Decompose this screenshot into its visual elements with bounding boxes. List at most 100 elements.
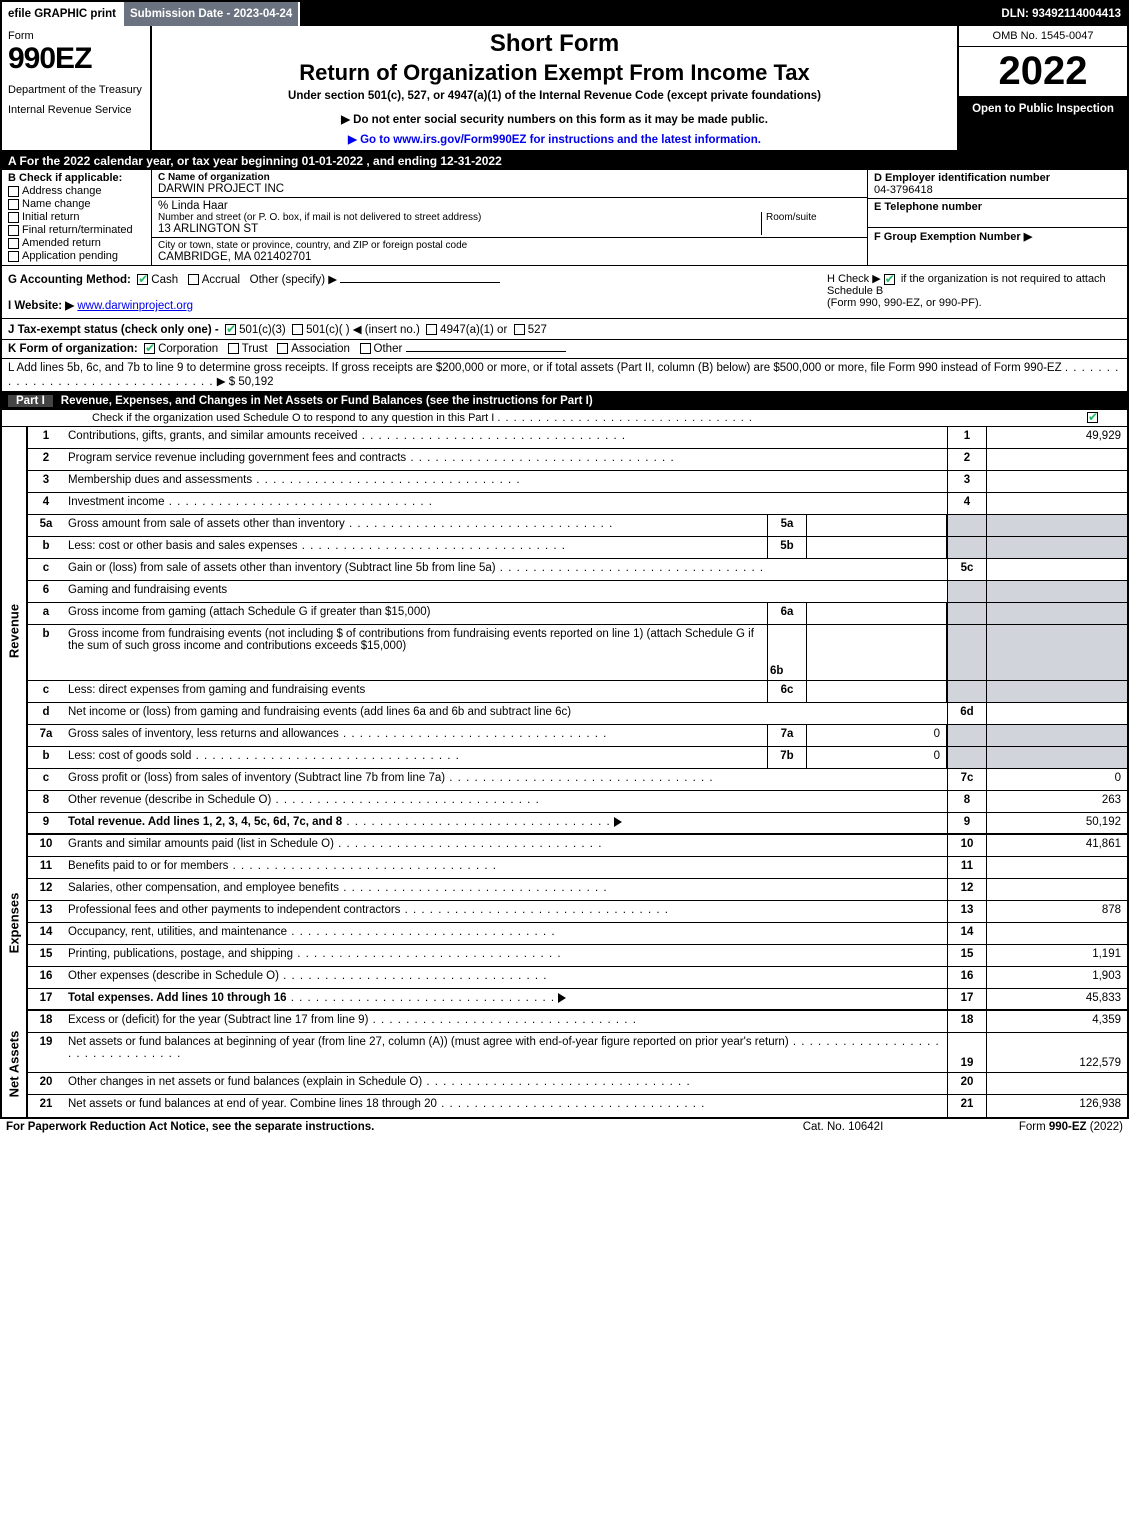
c-street-block: % Linda Haar Number and street (or P. O.… [152,198,867,238]
line-5b: bLess: cost or other basis and sales exp… [28,537,1127,559]
line-5a: 5aGross amount from sale of assets other… [28,515,1127,537]
c-city-block: City or town, state or province, country… [152,238,867,265]
line-20: 20Other changes in net assets or fund ba… [28,1073,1127,1095]
line-6a: aGross income from gaming (attach Schedu… [28,603,1127,625]
cb-amended[interactable]: Amended return [8,237,145,249]
efile-print-label: efile GRAPHIC print [2,2,124,26]
k-trust: Trust [242,343,268,355]
cb-initial-return[interactable]: Initial return [8,211,145,223]
sidelabel-net-assets: Net Assets [2,1011,28,1117]
f-label: F Group Exemption Number ▶ [874,231,1032,243]
top-bar: efile GRAPHIC print Submission Date - 20… [2,2,1127,26]
cb-corp[interactable] [144,343,155,354]
dept-irs: Internal Revenue Service [8,104,144,116]
arrow-icon [614,817,622,827]
expenses-rows: 10Grants and similar amounts paid (list … [28,835,1127,1011]
e-label: E Telephone number [874,201,982,213]
c-name-block: C Name of organization DARWIN PROJECT IN… [152,170,867,198]
d-label: D Employer identification number [874,172,1050,184]
cb-trust[interactable] [228,343,239,354]
part-i-header: Part I Revenue, Expenses, and Changes in… [2,392,1127,410]
header-center: Short Form Return of Organization Exempt… [152,26,957,150]
line-17: 17Total expenses. Add lines 10 through 1… [28,989,1127,1011]
return-title: Return of Organization Exempt From Incom… [160,60,949,86]
footer-right: Form 990-EZ (2022) [943,1121,1123,1133]
cb-527[interactable] [514,324,525,335]
col-d-e-f: D Employer identification number 04-3796… [867,170,1127,265]
cb-accrual[interactable] [188,274,199,285]
footer-center: Cat. No. 10642I [743,1121,943,1133]
under-section: Under section 501(c), 527, or 4947(a)(1)… [160,90,949,102]
l-text: L Add lines 5b, 6c, and 7b to line 9 to … [8,362,1062,374]
cb-4947[interactable] [426,324,437,335]
cb-name-change[interactable]: Name change [8,198,145,210]
part-i-sub: Check if the organization used Schedule … [2,410,1127,427]
line-8: 8Other revenue (describe in Schedule O)8… [28,791,1127,813]
line-12: 12Salaries, other compensation, and empl… [28,879,1127,901]
website-link[interactable]: www.darwinproject.org [77,300,193,312]
ein-value: 04-3796418 [874,184,933,196]
h-text3: (Form 990, 990-EZ, or 990-PF). [827,297,982,309]
dept-treasury: Department of the Treasury [8,84,144,96]
cb-assoc[interactable] [277,343,288,354]
arrow-icon [558,993,566,1003]
tax-year: 2022 [959,47,1127,97]
irs-link[interactable]: ▶ Go to www.irs.gov/Form990EZ for instru… [348,134,761,146]
line-6b: bGross income from fundraising events (n… [28,625,1127,681]
cb-schedule-o[interactable] [1087,412,1098,423]
page-footer: For Paperwork Reduction Act Notice, see … [0,1119,1129,1135]
sidelabel-revenue: Revenue [2,427,28,835]
care-of: % Linda Haar [158,200,861,212]
k-other-input[interactable] [406,351,566,352]
form-container: efile GRAPHIC print Submission Date - 20… [0,0,1129,1119]
col-b-checkboxes: B Check if applicable: Address change Na… [2,170,152,265]
dln-label: DLN: 93492114004413 [995,2,1127,26]
omb-number: OMB No. 1545-0047 [959,26,1127,47]
go-to-link[interactable]: ▶ Go to www.irs.gov/Form990EZ for instru… [160,132,949,146]
line-5c: cGain or (loss) from sale of assets othe… [28,559,1127,581]
line-19: 19Net assets or fund balances at beginni… [28,1033,1127,1073]
line-3: 3Membership dues and assessments3 [28,471,1127,493]
k-other: Other [374,343,403,355]
g-accrual: Accrual [202,274,240,286]
open-to-public: Open to Public Inspection [959,97,1127,150]
header-left: Form 990EZ Department of the Treasury In… [2,26,152,150]
cb-501c[interactable] [292,324,303,335]
g-cash: Cash [151,274,178,286]
line-7a: 7aGross sales of inventory, less returns… [28,725,1127,747]
f-group-block: F Group Exemption Number ▶ [868,228,1127,245]
cb-h[interactable] [884,274,895,285]
row-g-h: G Accounting Method: Cash Accrual Other … [2,266,1127,319]
submission-date: Submission Date - 2023-04-24 [124,2,300,26]
revenue-section: Revenue 1Contributions, gifts, grants, a… [2,427,1127,835]
line-7b: bLess: cost of goods sold7b0 [28,747,1127,769]
section-b-thru-f: B Check if applicable: Address change Na… [2,170,1127,266]
line-10: 10Grants and similar amounts paid (list … [28,835,1127,857]
city-value: CAMBRIDGE, MA 021402701 [158,251,861,263]
line-2: 2Program service revenue including gover… [28,449,1127,471]
part-i-sub-dots [497,412,753,424]
g-other-input[interactable] [340,282,500,283]
ln-1-rn: 1 [947,427,987,448]
part-i-label: Part I [8,395,53,407]
line-4: 4Investment income4 [28,493,1127,515]
cb-address-change[interactable]: Address change [8,185,145,197]
org-name: DARWIN PROJECT INC [158,183,861,195]
line-6: 6Gaming and fundraising events [28,581,1127,603]
h-text1: H Check ▶ [827,273,881,285]
line-21: 21Net assets or fund balances at end of … [28,1095,1127,1117]
line-1: 1Contributions, gifts, grants, and simil… [28,427,1127,449]
cb-501c3[interactable] [225,324,236,335]
cb-cash[interactable] [137,274,148,285]
expenses-section: Expenses 10Grants and similar amounts pa… [2,835,1127,1011]
line-9: 9Total revenue. Add lines 1, 2, 3, 4, 5c… [28,813,1127,835]
ln-1-num: 1 [28,427,64,448]
i-label: I Website: ▶ [8,300,74,312]
cb-final-return[interactable]: Final return/terminated [8,224,145,236]
cb-other-org[interactable] [360,343,371,354]
b-label: B Check if applicable: [8,172,145,184]
k-corp: Corporation [158,343,218,355]
street-value: 13 ARLINGTON ST [158,223,761,235]
cb-pending[interactable]: Application pending [8,250,145,262]
e-phone-block: E Telephone number [868,199,1127,228]
